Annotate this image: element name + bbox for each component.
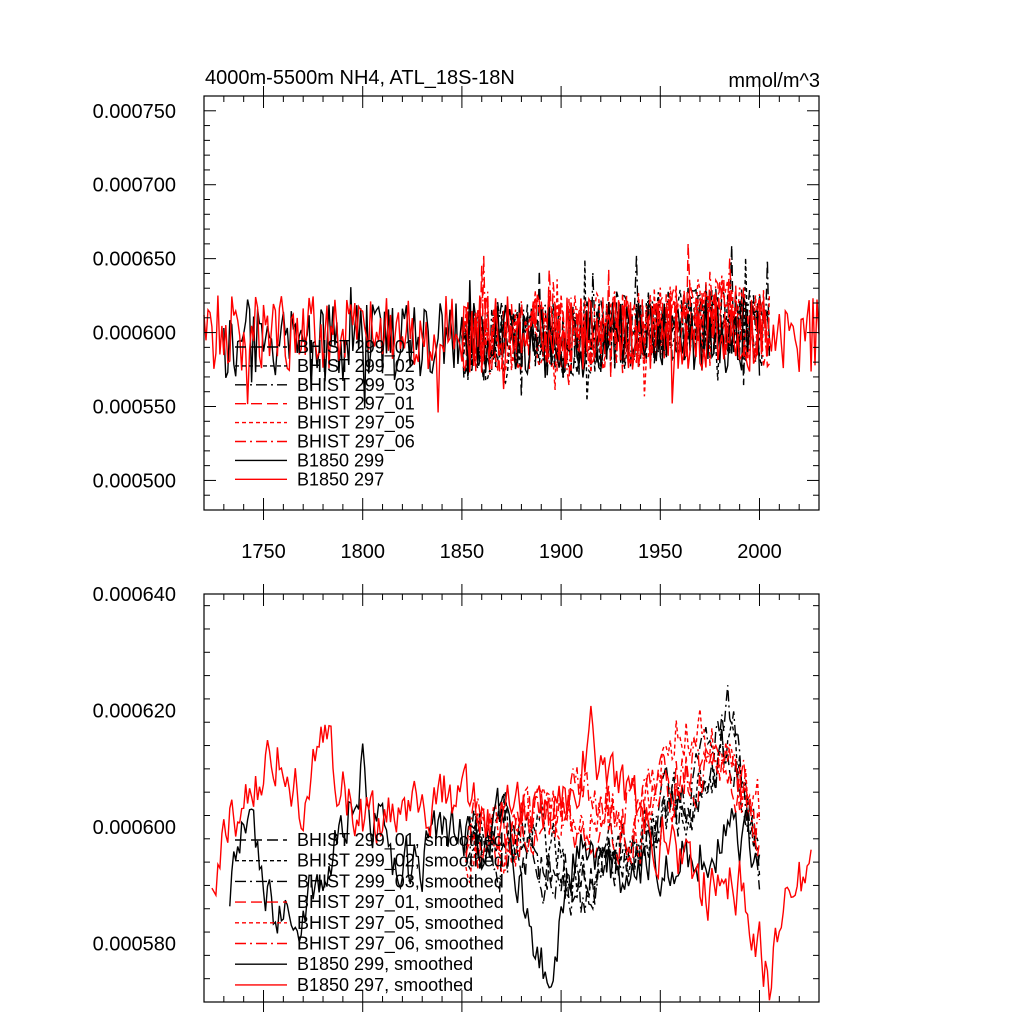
x-tick-label: 1850	[440, 541, 485, 563]
bottom-plot-frame	[203, 593, 820, 1003]
top-panel: 4000m-5500m NH4, ATL_18S-18N mmol/m^3 0.…	[93, 67, 820, 563]
y-tick-label: 0.000650	[93, 249, 176, 271]
top-axis-ticks: 0.000500 0.000550 0.000600 0.000650 0.000700…	[93, 86, 820, 563]
bottom-panel: 0.000580 0.000600 0.000620 0.000640 BHIST 2…	[93, 584, 820, 1012]
legend-label: B1850 299	[297, 450, 384, 470]
legend-label: BHIST 299_02, smoothed	[297, 851, 504, 872]
legend-label: BHIST 299_02	[297, 356, 415, 377]
legend-label: BHIST 297_01, smoothed	[297, 892, 504, 913]
y-tick-label: 0.000700	[93, 175, 176, 197]
y-tick-label: 0.000620	[93, 701, 176, 723]
series-line-b1850-299	[223, 280, 761, 409]
series-line-bhist-299-02	[461, 257, 771, 401]
legend-label: B1850 299, smoothed	[297, 954, 473, 974]
top-chart-title: 4000m-5500m NH4, ATL_18S-18N	[205, 67, 515, 89]
legend-label: B1850 297	[297, 469, 384, 489]
legend-label: BHIST 299_03, smoothed	[297, 871, 504, 892]
x-tick-label: 1950	[638, 541, 683, 563]
x-tick-label: 1800	[340, 541, 385, 563]
legend-label: BHIST 299_01, smoothed	[297, 830, 504, 851]
series-line-bhist-299-01-smoothed	[465, 726, 761, 905]
legend-label: BHIST 297_01	[297, 394, 415, 415]
top-chart-units-label: mmol/m^3	[728, 70, 820, 92]
y-tick-label: 0.000500	[93, 470, 176, 492]
series-line-bhist-297-06-smoothed	[465, 738, 761, 872]
x-tick-label: 1750	[241, 541, 286, 563]
series-line-b1850-297-smoothed	[211, 705, 812, 1001]
y-tick-label: 0.000640	[93, 584, 176, 606]
legend-label: BHIST 297_05	[297, 413, 415, 434]
series-line-bhist-297-05-smoothed	[465, 708, 761, 884]
legend-label: BHIST 297_06	[297, 432, 415, 453]
x-tick-label: 1900	[539, 541, 584, 563]
bottom-axis-ticks: 0.000580 0.000600 0.000620 0.000640	[93, 584, 820, 1012]
series-line-b1850-297	[203, 294, 820, 413]
top-series-lines	[203, 243, 820, 413]
legend-label: BHIST 297_05, smoothed	[297, 913, 504, 934]
y-tick-label: 0.000580	[93, 934, 176, 956]
x-tick-label: 2000	[737, 541, 782, 563]
y-tick-label: 0.000550	[93, 397, 176, 419]
series-line-bhist-297-01-smoothed	[465, 743, 761, 869]
bottom-series-lines	[211, 685, 812, 1001]
legend-label: BHIST 299_01	[297, 337, 415, 358]
y-tick-label: 0.000600	[93, 323, 176, 345]
legend-label: BHIST 299_03	[297, 375, 415, 396]
y-tick-label: 0.000750	[93, 101, 176, 123]
y-tick-label: 0.000600	[93, 817, 176, 839]
legend-label: BHIST 297_06, smoothed	[297, 934, 504, 955]
series-line-b1850-299-smoothed	[229, 743, 761, 989]
legend-label: B1850 297, smoothed	[297, 975, 473, 995]
series-line-bhist-297-06	[461, 254, 771, 386]
